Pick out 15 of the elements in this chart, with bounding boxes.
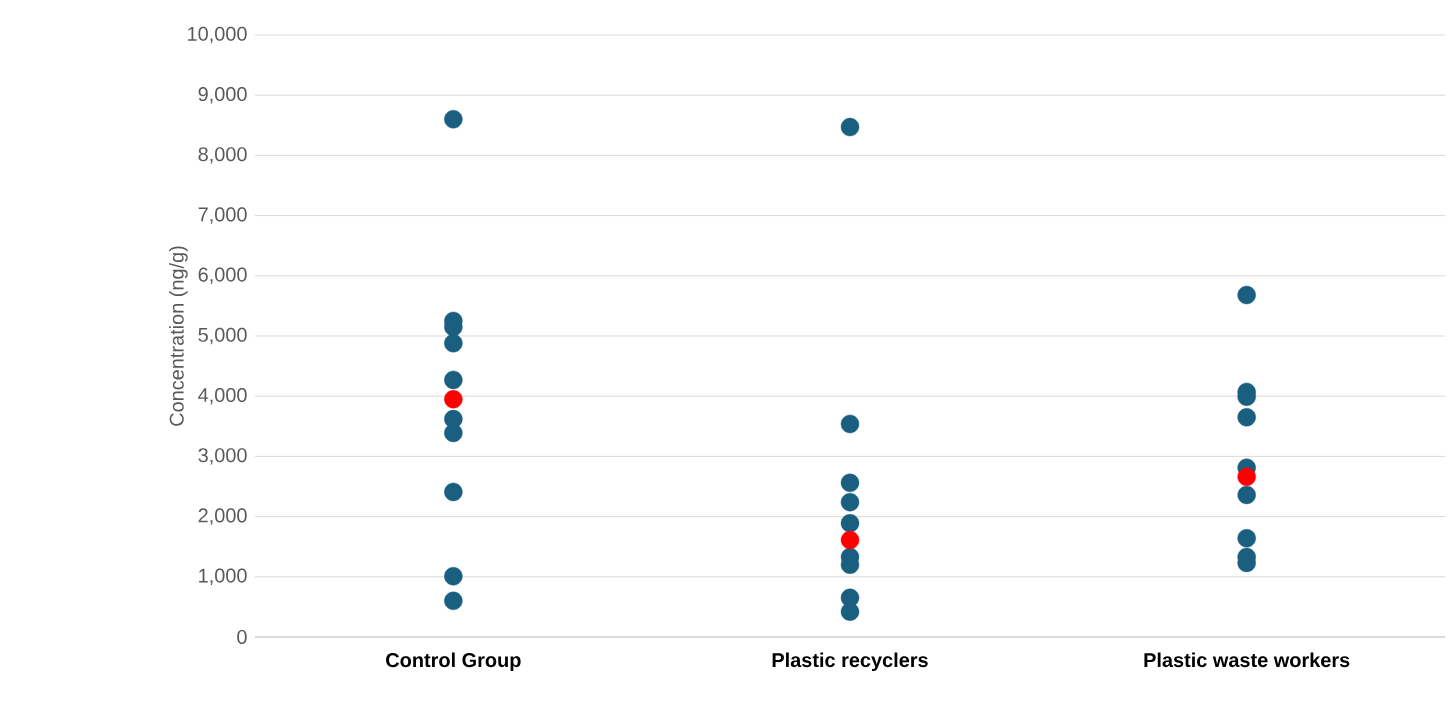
y-tick-label: 5,000	[198, 327, 247, 345]
y-tick-label: 8,000	[198, 147, 247, 164]
y-tick-label: 2,000	[198, 508, 247, 525]
y-tick-label: 7,000	[198, 207, 247, 224]
x-tick-label: Plastic waste workers	[1144, 652, 1350, 668]
y-tick-label: 10,000	[188, 26, 247, 44]
y-tick-label: 1,000	[199, 568, 247, 586]
y-tick-label: 3,000	[198, 448, 247, 465]
y-tick-label: 0	[237, 629, 247, 645]
y-tick-label: 9,000	[198, 86, 247, 104]
y-tick-label: 6,000	[198, 267, 247, 285]
x-tick-label: Control Group	[386, 652, 521, 672]
x-tick-label: Plastic recyclers	[772, 652, 928, 672]
y-tick-label: 4,000	[198, 387, 247, 405]
y-axis-title: Concentration (ng/g)	[169, 246, 188, 426]
